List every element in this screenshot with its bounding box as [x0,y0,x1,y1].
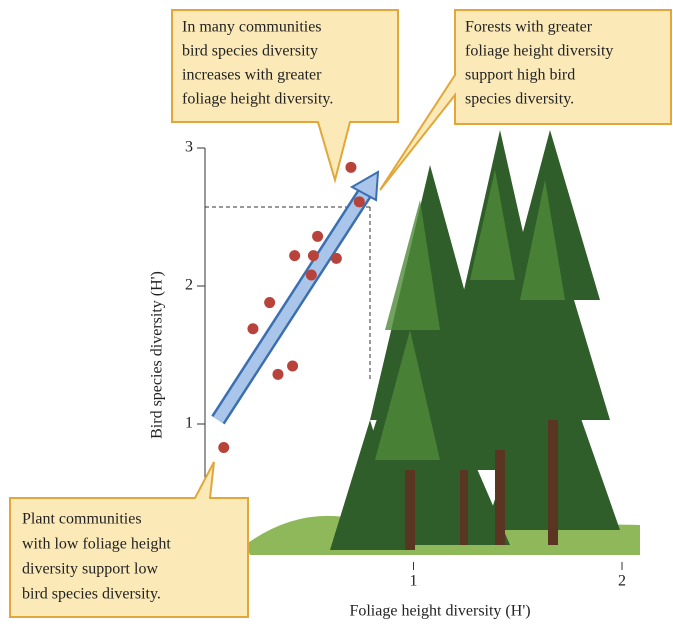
trend-arrow [218,172,378,420]
forest-illustration [245,130,640,555]
data-point [354,196,365,207]
data-point [218,442,229,453]
callout-text: Plant communities [22,511,142,528]
data-point [331,253,342,264]
callout: Forests with greater foliage height dive… [380,10,671,190]
data-point [312,231,323,242]
data-point [272,369,283,380]
x-tick-label: 2 [618,573,626,590]
callout-text: foliage height diversity. [182,91,333,108]
callout-text: species diversity. [465,91,574,108]
data-point [308,250,319,261]
callout-text: increases with greater [182,67,322,84]
data-point [345,162,356,173]
data-point [289,250,300,261]
y-tick-label: 1 [185,415,193,432]
callout-text: diversity support low [22,561,158,578]
data-point [264,297,275,308]
data-point [306,269,317,280]
y-tick-label: 2 [185,277,193,294]
x-axis-label: Foliage height diversity (H') [349,603,530,620]
x-tick-label: 1 [410,573,418,590]
callout-text: Forests with greater [465,19,593,36]
callout: In many communities bird species diversi… [172,10,398,180]
callout: Plant communities with low foliage heigh… [10,462,248,617]
figure: Bird species diversity (H') Foliage heig… [0,0,673,629]
callout-text: In many communities [182,19,322,36]
callout-text: foliage height diversity [465,43,613,60]
callout-text: support high bird [465,67,575,84]
y-axis-label: Bird species diversity (H') [149,271,166,439]
data-point [247,323,258,334]
callout-text: bird species diversity. [22,586,161,603]
data-point [287,361,298,372]
callout-text: with low foliage height [22,536,171,553]
y-tick-label: 3 [185,139,193,156]
callout-text: bird species diversity [182,43,318,60]
